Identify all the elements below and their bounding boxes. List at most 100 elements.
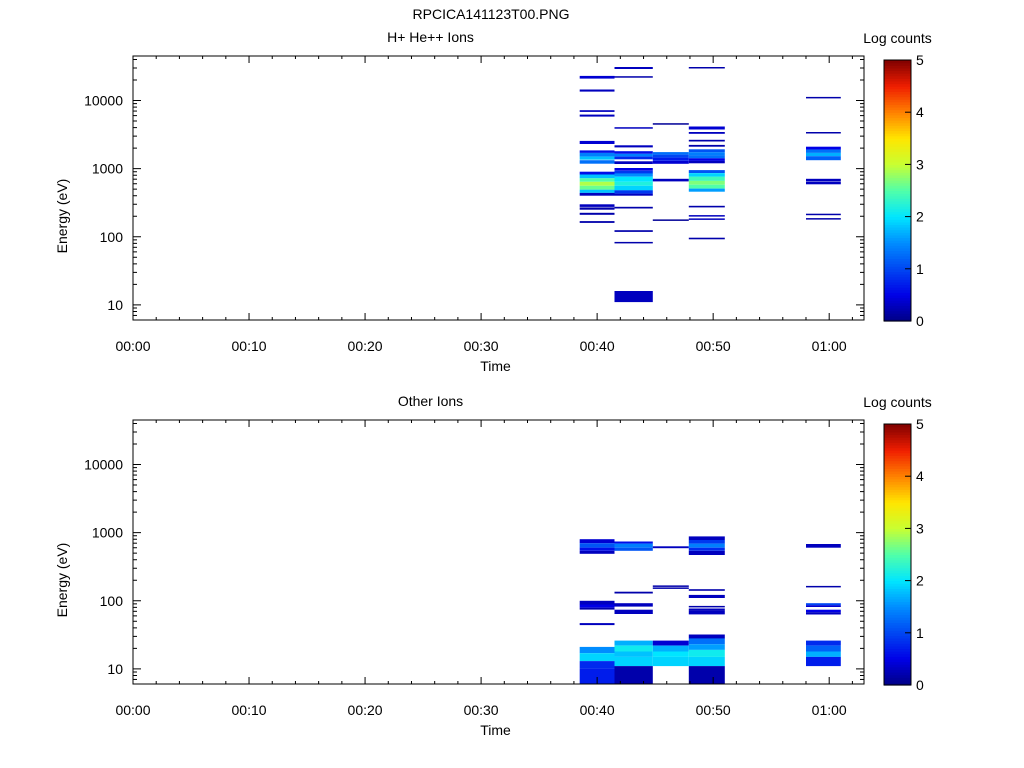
colorbar-step — [884, 583, 911, 587]
colorbar-step — [884, 604, 911, 608]
colorbar-step — [884, 294, 911, 299]
heatmap-cell — [614, 193, 653, 196]
colorbar-step — [884, 156, 911, 160]
panel-title: Other Ions — [398, 393, 463, 409]
colorbar-step — [884, 234, 911, 239]
colorbar-step — [884, 515, 911, 519]
heatmap-cell — [688, 152, 725, 156]
colorbar-step — [884, 632, 911, 637]
heatmap-cell — [806, 178, 841, 181]
colorbar-step — [884, 310, 911, 314]
plot-frame — [132, 55, 865, 321]
heatmap-cell — [614, 656, 653, 667]
heatmap-cell — [652, 651, 689, 657]
heatmap-cell — [579, 607, 615, 610]
heatmap-cells — [579, 67, 841, 303]
colorbar-step — [884, 271, 911, 275]
y-tick-label: 10000 — [84, 457, 123, 473]
colorbar-step — [884, 444, 911, 449]
colorbar-step — [884, 630, 911, 634]
heatmap-cell — [614, 591, 653, 594]
colorbar-step — [884, 167, 911, 171]
colorbar-step — [884, 504, 911, 509]
heatmap-cell — [579, 174, 615, 179]
x-axis-label: Time — [480, 722, 511, 738]
heatmap-cell — [688, 158, 725, 161]
heatmap-cell — [614, 640, 653, 646]
heatmap-cell — [614, 145, 653, 148]
heatmap-cell — [688, 649, 725, 657]
colorbar-step — [884, 507, 911, 511]
heatmap-cell — [688, 180, 725, 185]
colorbar-step — [884, 497, 911, 501]
x-tick-label: 01:00 — [812, 702, 847, 718]
heatmap-cell — [579, 207, 615, 210]
colorbar-step — [884, 164, 911, 168]
colorbar-label: Log counts — [863, 30, 932, 46]
x-tick-label: 00:50 — [696, 702, 731, 718]
colorbar-tick-label: 3 — [916, 156, 924, 172]
colorbar-step — [884, 489, 911, 493]
colorbar-step — [884, 172, 911, 176]
heatmap-cell — [614, 651, 653, 657]
colorbar-step — [884, 153, 911, 158]
colorbar-step — [884, 575, 911, 579]
colorbar-step — [884, 62, 911, 66]
colorbar-step — [884, 455, 911, 459]
heatmap-cell — [614, 153, 653, 157]
colorbar-step — [884, 622, 911, 626]
heatmap-cell — [614, 151, 653, 154]
heatmap-cell — [688, 155, 725, 159]
colorbar-step — [884, 117, 911, 121]
heatmap-cell — [579, 212, 615, 215]
colorbar-step — [884, 253, 911, 257]
colorbar-step — [884, 611, 911, 616]
heatmap-cell — [806, 96, 841, 99]
colorbar-step — [884, 284, 911, 288]
heatmap-cell — [614, 666, 653, 684]
x-tick-label: 00:20 — [348, 702, 383, 718]
colorbar-step — [884, 481, 911, 485]
colorbar-step — [884, 318, 911, 322]
colorbar-step — [884, 658, 911, 663]
colorbar-step — [884, 260, 911, 265]
colorbar-step — [884, 601, 911, 605]
colorbar-step — [884, 268, 911, 273]
colorbar-step — [884, 232, 911, 236]
colorbar-step — [884, 640, 911, 644]
colorbar-step — [884, 643, 911, 647]
colorbar-step — [884, 533, 911, 537]
colorbar-step — [884, 143, 911, 147]
colorbar-step — [884, 544, 911, 548]
colorbar-step — [884, 206, 911, 210]
colorbar-step — [884, 546, 911, 550]
colorbar-step — [884, 125, 911, 129]
heatmap-cell — [688, 550, 725, 555]
colorbar-step — [884, 617, 911, 621]
colorbar-tick-label: 2 — [916, 209, 924, 225]
heatmap-cell — [806, 585, 841, 588]
colorbar-step — [884, 60, 911, 64]
colorbar-step — [884, 88, 911, 92]
colorbar-tick-label: 5 — [916, 416, 924, 432]
colorbar-step — [884, 70, 911, 74]
colorbar-step — [884, 517, 911, 522]
heatmap-cell — [614, 161, 653, 164]
heatmap-cell — [688, 218, 725, 220]
panel-2: Other Ions 00:00 00:10 00:20 00:30 00:40 00:50… — [54, 393, 932, 738]
heatmap-cell — [614, 185, 653, 191]
colorbar-step — [884, 140, 911, 145]
colorbar-step — [884, 242, 911, 246]
colorbar-step — [884, 305, 911, 309]
heatmap-cell — [614, 67, 653, 69]
colorbar-step — [884, 656, 911, 660]
colorbar-tick-label: 0 — [916, 313, 924, 329]
colorbar-step — [884, 240, 911, 244]
plot-frame — [132, 419, 865, 685]
y-tick-label: 100 — [100, 229, 124, 245]
colorbar-step — [884, 437, 911, 441]
heatmap-cell — [614, 127, 653, 129]
colorbar-step — [884, 478, 911, 483]
colorbar: 0 1 2 3 4 5 Log counts — [863, 394, 932, 693]
